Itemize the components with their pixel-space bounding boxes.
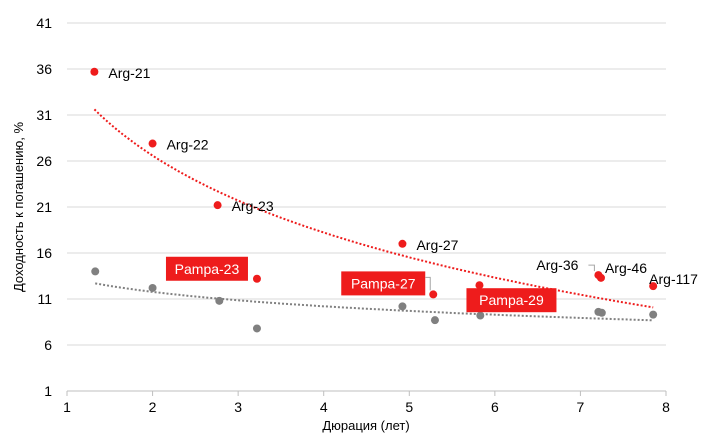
x-tick-label: 6 <box>491 399 499 415</box>
data-point <box>475 281 484 290</box>
point-label: Arg-46 <box>605 260 647 276</box>
axes <box>66 390 667 396</box>
y-tick-label: 6 <box>44 337 52 353</box>
point-label: Arg-21 <box>108 65 150 81</box>
x-tick-labels: 1 2 3 4 5 6 7 8 <box>63 399 670 415</box>
point-label: Pampa-23 <box>175 261 240 277</box>
point-label: Arg-36 <box>536 257 578 273</box>
x-tick-label: 5 <box>405 399 413 415</box>
highlight-label-box <box>165 256 248 281</box>
y-tick-label: 21 <box>36 199 52 215</box>
x-tick-label: 4 <box>320 399 328 415</box>
x-tick-label: 3 <box>234 399 242 415</box>
data-point <box>649 282 658 291</box>
data-point <box>649 310 658 319</box>
grid-lines <box>67 22 666 346</box>
data-point <box>252 274 261 283</box>
data-point <box>597 308 606 317</box>
data-point <box>91 267 100 276</box>
data-points <box>90 67 658 333</box>
data-point <box>596 273 605 282</box>
point-label: Arg-117 <box>649 271 698 287</box>
data-point <box>476 311 485 320</box>
x-tick-label: 7 <box>577 399 585 415</box>
point-label: Pampa-29 <box>479 292 544 308</box>
x-axis-title: Дюрация (лет) <box>322 418 409 433</box>
y-tick-label: 31 <box>36 107 52 123</box>
data-point <box>213 201 222 210</box>
y-tick-label: 11 <box>37 291 52 307</box>
y-tick-label: 16 <box>36 245 52 261</box>
point-label: Arg-27 <box>416 237 458 253</box>
point-labels: Arg-21 Arg-22 Arg-23 Pampa-23 Arg-27 Pampa-27… <box>108 65 698 313</box>
data-point <box>252 324 261 333</box>
x-tick-label: 1 <box>63 399 71 415</box>
data-point <box>430 316 439 325</box>
point-label: Pampa-27 <box>351 275 416 291</box>
data-point <box>148 283 157 292</box>
y-tick-label: 1 <box>44 383 52 399</box>
point-label: Arg-23 <box>232 198 274 214</box>
highlight-label-box <box>466 288 557 313</box>
y-tick-label: 26 <box>36 153 52 169</box>
x-tick-label: 8 <box>662 399 670 415</box>
y-axis-title: Доходность к погашению, % <box>11 122 26 292</box>
data-point <box>215 296 224 305</box>
x-tick-label: 2 <box>149 399 157 415</box>
leader-line <box>588 264 595 272</box>
data-point <box>90 67 99 76</box>
y-tick-label: 36 <box>36 61 52 77</box>
trendlines <box>93 108 654 322</box>
data-point <box>148 139 157 148</box>
highlight-label-box <box>341 271 426 296</box>
y-tick-label: 41 <box>36 15 52 31</box>
data-point <box>398 239 407 248</box>
trendline-1 <box>95 282 654 322</box>
data-point <box>429 290 438 299</box>
point-label: Arg-22 <box>167 137 209 153</box>
data-point <box>398 302 407 311</box>
leader-line <box>425 276 431 291</box>
